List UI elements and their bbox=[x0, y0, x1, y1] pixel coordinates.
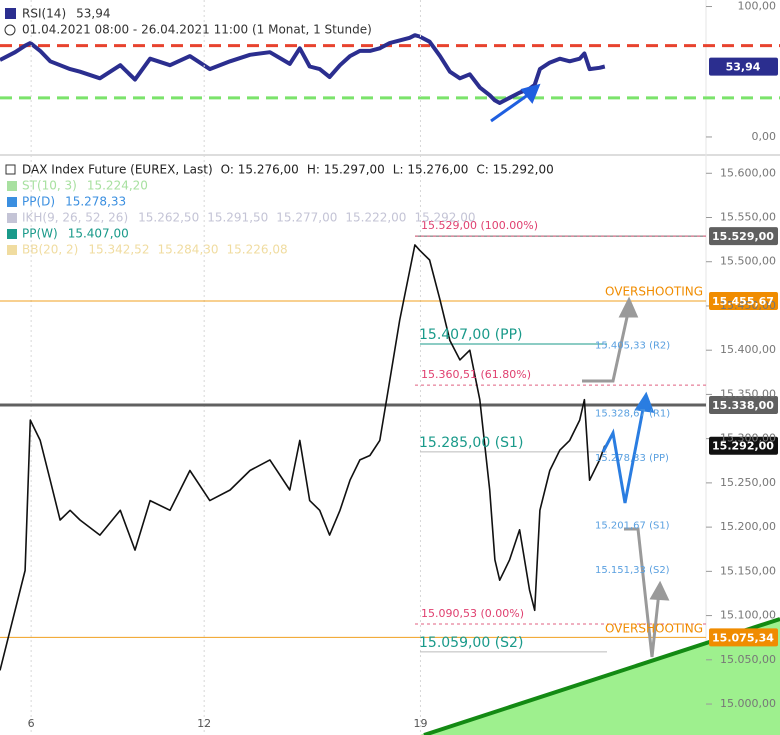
legend-text: 15.222,00 bbox=[345, 211, 406, 225]
pivot-label: 15.407,00 (PP) bbox=[419, 327, 523, 343]
y-tick-label: 15.050,00 bbox=[720, 653, 776, 666]
legend-text: IKH(9, 26, 52, 26) bbox=[22, 211, 128, 225]
arrow-head bbox=[520, 83, 541, 104]
y-tick-label: 15.500,00 bbox=[720, 255, 776, 268]
annotation: OVERSHOOTING bbox=[605, 622, 703, 636]
y-tick-label: 15.450,00 bbox=[720, 299, 776, 312]
y-tick-label: 15.350,00 bbox=[720, 387, 776, 400]
arrow bbox=[624, 527, 661, 658]
daily-pivot-label: 15.151,33 (S2) bbox=[595, 565, 670, 576]
fib-label: 15.090,53 (0.00%) bbox=[421, 607, 524, 620]
price-badge bbox=[709, 291, 778, 310]
x-tick-label: 12 bbox=[197, 717, 211, 730]
price-badge-label: 15.075,34 bbox=[712, 631, 774, 644]
legend-swatch bbox=[5, 8, 16, 19]
y-tick-label: 15.200,00 bbox=[720, 520, 776, 533]
daily-pivot-label: 15.328,67 (R1) bbox=[595, 408, 670, 419]
pivot-label: 15.285,00 (S1) bbox=[419, 435, 523, 451]
legend-icon bbox=[5, 164, 16, 175]
series-line bbox=[0, 33, 606, 105]
legend-text: C: 15.292,00 bbox=[476, 163, 553, 177]
labels: 100,00 0,00 53,94 RSI(14) 53,94 01.04.2021 08… bbox=[22, 0, 776, 730]
legend-text: 15.226,08 bbox=[227, 243, 288, 257]
arrow bbox=[490, 90, 533, 123]
legend-text: O: 15.276,00 bbox=[221, 163, 299, 177]
legend-text: RSI(14) bbox=[22, 7, 66, 21]
legend-text: BB(20, 2) bbox=[22, 243, 78, 257]
y-tick-label: 15.250,00 bbox=[720, 476, 776, 489]
legend-text: DAX Index Future (EUREX, Last) bbox=[22, 163, 213, 177]
arrow-head bbox=[649, 580, 670, 601]
indicator-swatch bbox=[7, 213, 17, 223]
y-tick-label: 0,00 bbox=[752, 130, 777, 143]
daily-pivot-label: 15.278,33 (PP) bbox=[595, 453, 669, 464]
arrow bbox=[601, 403, 646, 504]
price-badge bbox=[709, 57, 778, 76]
y-tick-label: 15.300,00 bbox=[720, 432, 776, 445]
fib-label: 15.529,00 (100.00%) bbox=[421, 219, 538, 232]
daily-pivot-label: 15.201,67 (S1) bbox=[595, 521, 670, 532]
legend-text: H: 15.297,00 bbox=[307, 163, 385, 177]
drawings bbox=[490, 83, 670, 658]
price-badge-label: 53,94 bbox=[726, 61, 761, 74]
legend-text: L: 15.276,00 bbox=[393, 163, 469, 177]
y-tick-label: 100,00 bbox=[738, 0, 777, 13]
price-badge-label: 15.338,00 bbox=[712, 399, 774, 412]
subtitle: 01.04.2021 08:00 - 26.04.2021 11:00 (1 M… bbox=[22, 23, 372, 37]
price-badge-label: 15.529,00 bbox=[712, 230, 774, 243]
legend-text: 15.291,50 bbox=[207, 211, 268, 225]
legend-text: PP(D) bbox=[22, 195, 55, 209]
clock-icon bbox=[4, 24, 16, 36]
y-tick-label: 15.600,00 bbox=[720, 166, 776, 179]
y-tick-label: 15.100,00 bbox=[720, 609, 776, 622]
legend-text: 15.407,00 bbox=[68, 227, 129, 241]
legend-text: 15.277,00 bbox=[276, 211, 337, 225]
indicator-swatch bbox=[7, 197, 17, 207]
annotation: OVERSHOOTING bbox=[605, 285, 703, 299]
indicator-swatch bbox=[7, 245, 17, 255]
legend-text: 15.342,52 bbox=[88, 243, 149, 257]
y-tick-label: 15.400,00 bbox=[720, 343, 776, 356]
price-badge bbox=[709, 227, 778, 246]
y-tick-label: 15.000,00 bbox=[720, 697, 776, 710]
legend-text: 15.278,33 bbox=[65, 195, 126, 209]
price-badge-label: 15.292,00 bbox=[712, 440, 774, 453]
indicator-swatch bbox=[7, 229, 17, 239]
legend-text: 53,94 bbox=[76, 7, 110, 21]
price-badge bbox=[709, 436, 778, 455]
legend-text: 15.262,50 bbox=[138, 211, 199, 225]
legend-text: 15.292,00 bbox=[414, 211, 475, 225]
legend-text: 15.224,20 bbox=[87, 179, 148, 193]
pivot-label: 15.059,00 (S2) bbox=[419, 635, 523, 651]
indicator-swatch bbox=[7, 181, 17, 191]
x-tick-label: 6 bbox=[28, 717, 35, 730]
arrow-head bbox=[634, 391, 655, 413]
arrow bbox=[582, 307, 631, 383]
price-badge-label: 15.455,67 bbox=[712, 295, 774, 308]
fib-label: 15.360,51 (61.80%) bbox=[421, 368, 531, 381]
y-tick-label: 15.150,00 bbox=[720, 564, 776, 577]
arrow-head bbox=[618, 296, 639, 318]
series-line bbox=[0, 244, 606, 671]
x-tick-label: 19 bbox=[413, 717, 427, 730]
y-tick-label: 15.550,00 bbox=[720, 211, 776, 224]
price-badge bbox=[709, 396, 778, 415]
legend-text: PP(W) bbox=[22, 227, 58, 241]
legend-text: 15.284,30 bbox=[157, 243, 218, 257]
daily-pivot-label: 15.405,33 (R2) bbox=[595, 340, 670, 351]
price-badge bbox=[709, 628, 778, 647]
legend-text: ST(10, 3) bbox=[22, 179, 77, 193]
